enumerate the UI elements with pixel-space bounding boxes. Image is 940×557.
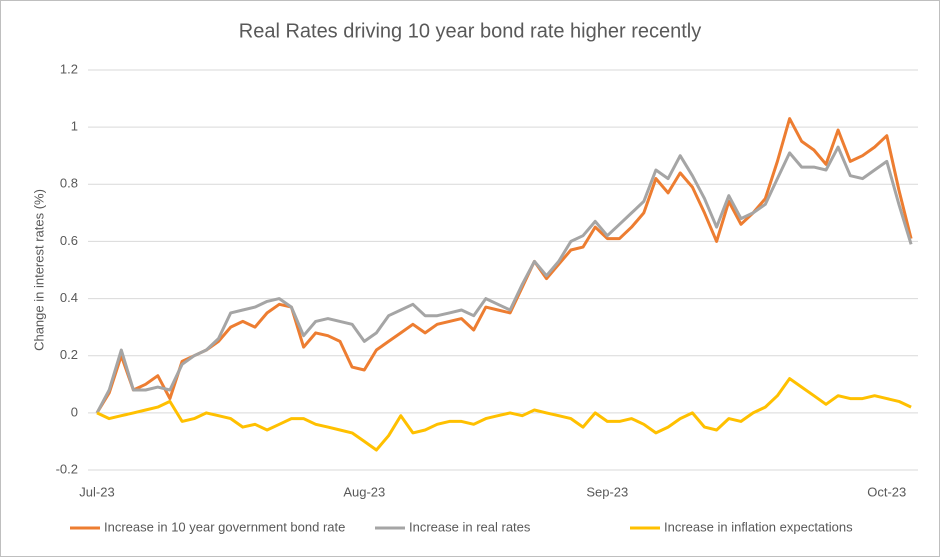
legend-label: Increase in 10 year government bond rate xyxy=(104,519,345,534)
y-axis-label: Change in interest rates (%) xyxy=(31,189,46,351)
series-line xyxy=(95,145,913,414)
series-line xyxy=(96,377,912,452)
y-tick-label: 0.2 xyxy=(60,347,78,362)
legend-label: Increase in real rates xyxy=(409,519,531,534)
series-line xyxy=(95,117,913,414)
x-tick-label: Aug-23 xyxy=(343,484,385,499)
y-tick-label: 1.2 xyxy=(60,61,78,76)
y-tick-label: 1 xyxy=(71,119,78,134)
y-tick-label: 0.4 xyxy=(60,290,78,305)
legend-label: Increase in inflation expectations xyxy=(664,519,853,534)
y-tick-label: 0.8 xyxy=(60,176,78,191)
x-tick-label: Oct-23 xyxy=(867,484,906,499)
y-tick-label: -0.2 xyxy=(56,461,78,476)
y-tick-label: 0 xyxy=(71,404,78,419)
y-tick-label: 0.6 xyxy=(60,233,78,248)
x-tick-label: Jul-23 xyxy=(79,484,114,499)
x-tick-label: Sep-23 xyxy=(586,484,628,499)
chart-title: Real Rates driving 10 year bond rate hig… xyxy=(239,20,701,42)
